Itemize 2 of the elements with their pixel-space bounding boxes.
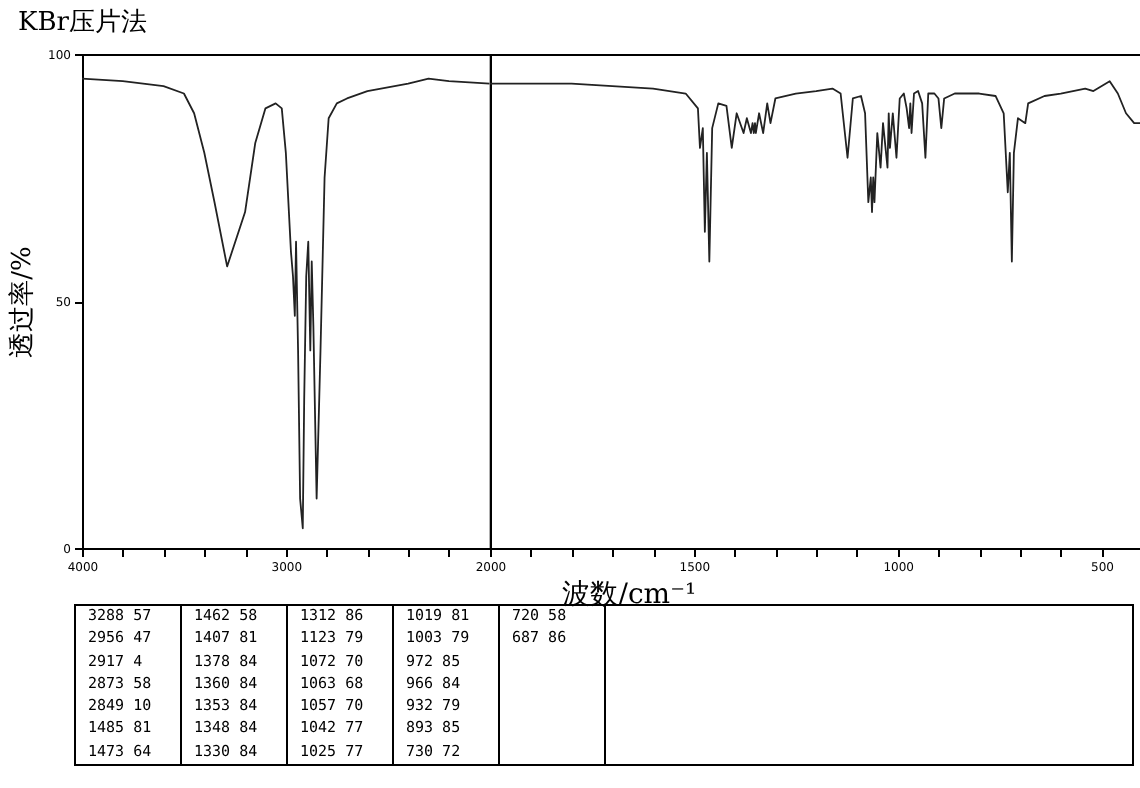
y-axis-title: 透过率/% xyxy=(6,246,39,358)
chart-title: KBr压片法 xyxy=(18,8,147,38)
